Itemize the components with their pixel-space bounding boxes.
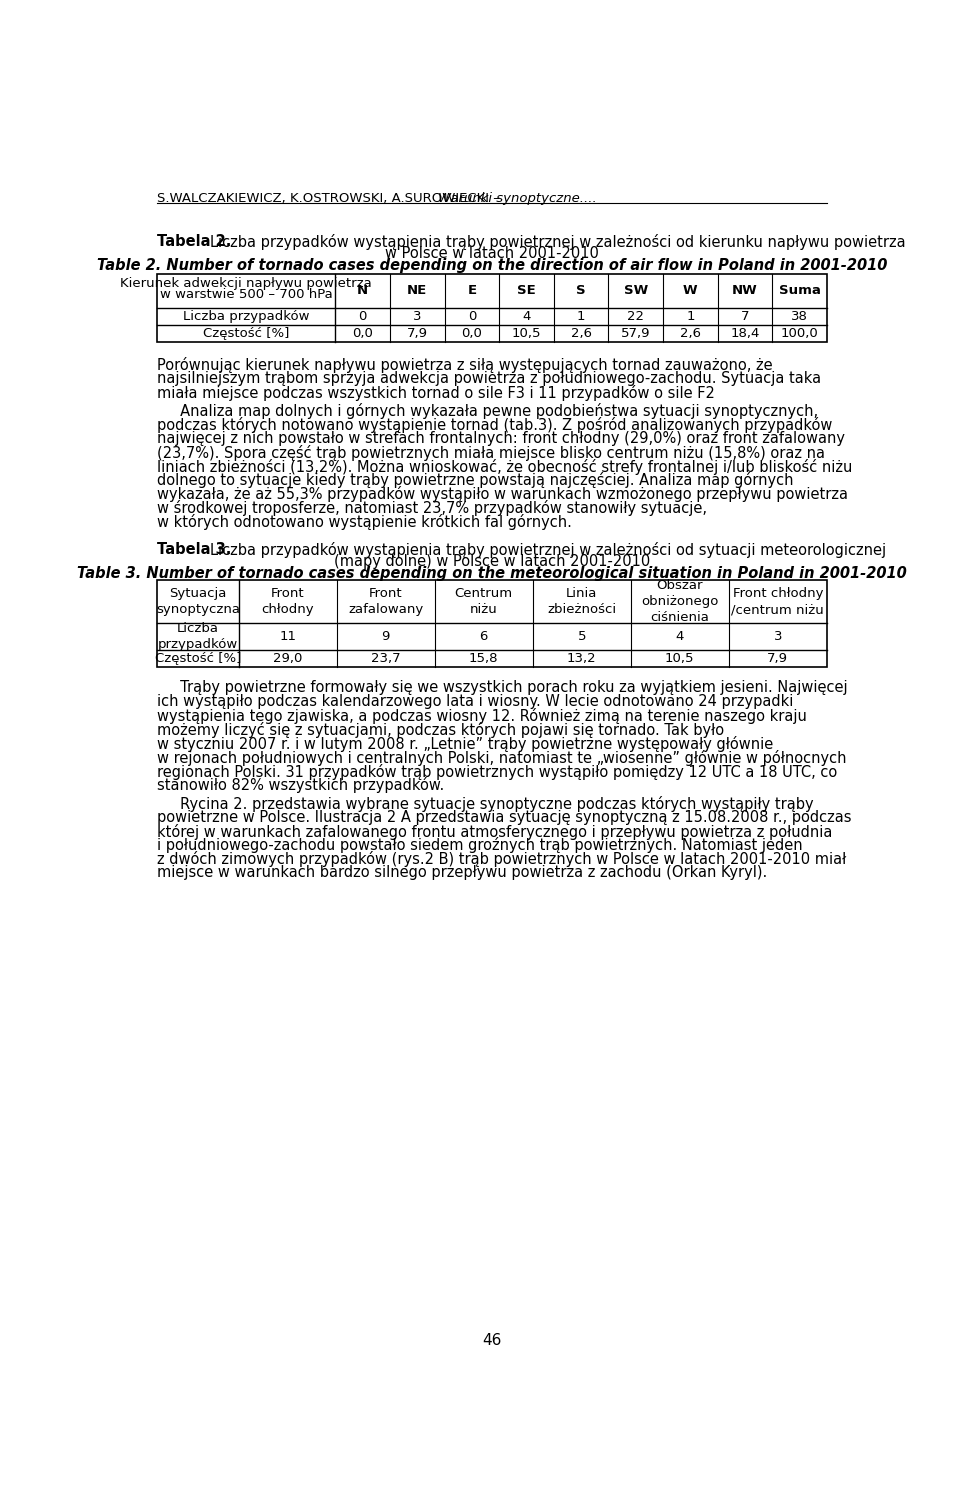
Text: Rycina 2. przedstawia wybrane sytuacje synoptyczne podczas których wystąpiły trą: Rycina 2. przedstawia wybrane sytuacje s… (157, 795, 814, 812)
Text: 7,9: 7,9 (407, 327, 428, 340)
Text: 0,0: 0,0 (462, 327, 482, 340)
Bar (157, 581, 827, 667)
Text: liniach zbieżności (13,2%). Można wnioskować, że obecność strefy frontalnej i/lu: liniach zbieżności (13,2%). Można wniosk… (157, 458, 852, 475)
Text: Tabela 3.: Tabela 3. (157, 541, 231, 556)
Text: (mapy dolne) w Polsce w latach 2001-2010: (mapy dolne) w Polsce w latach 2001-2010 (334, 553, 650, 569)
Text: Suma: Suma (779, 284, 821, 298)
Text: Porównując kierunek napływu powietrza z siłą występujących tornad zauważono, że: Porównując kierunek napływu powietrza z … (157, 357, 773, 373)
Text: 57,9: 57,9 (621, 327, 651, 340)
Text: S: S (576, 284, 586, 298)
Text: (23,7%). Spora część trąb powietrznych miała miejsce blisko centrum niżu (15,8%): (23,7%). Spora część trąb powietrznych m… (157, 445, 826, 461)
Text: dolnego to sytuacje kiedy trąby powietrzne powstają najczęściej. Analiza map gór: dolnego to sytuacje kiedy trąby powietrz… (157, 472, 794, 488)
Text: podczas których notowano wystąpienie tornad (tab.3). Z pośród analizowanych przy: podczas których notowano wystąpienie tor… (157, 417, 832, 432)
Text: 1: 1 (577, 310, 586, 322)
Text: regionach Polski. 31 przypadków trąb powietrznych wystąpiło pomiędzy 12 UTC a 18: regionach Polski. 31 przypadków trąb pow… (157, 764, 837, 780)
Text: Sytuacja
synoptyczna: Sytuacja synoptyczna (156, 587, 240, 617)
Text: Liczba przypadków wystąpienia trąby powietrznej w zależności od sytuacji meteoro: Liczba przypadków wystąpienia trąby powi… (210, 541, 886, 558)
Text: 11: 11 (279, 631, 296, 643)
Text: 5: 5 (578, 631, 586, 643)
Text: miała miejsce podczas wszystkich tornad o sile F3 i 11 przypadków o sile F2: miała miejsce podczas wszystkich tornad … (157, 384, 715, 401)
Text: 0,0: 0,0 (352, 327, 373, 340)
Text: Obszar
obniżonego
ciśnienia: Obszar obniżonego ciśnienia (641, 579, 718, 624)
Text: 0: 0 (358, 310, 367, 322)
Text: 10,5: 10,5 (665, 652, 694, 665)
Text: NE: NE (407, 284, 427, 298)
Text: SE: SE (517, 284, 536, 298)
Text: 2,6: 2,6 (570, 327, 591, 340)
Text: 3: 3 (774, 631, 782, 643)
Text: 13,2: 13,2 (567, 652, 596, 665)
Text: 46: 46 (482, 1332, 502, 1347)
Text: 10,5: 10,5 (512, 327, 541, 340)
Text: w których odnotowano wystąpienie krótkich fal górnych.: w których odnotowano wystąpienie krótkic… (157, 514, 572, 531)
Text: 23,7: 23,7 (371, 652, 400, 665)
Text: 7,9: 7,9 (767, 652, 788, 665)
Text: 38: 38 (791, 310, 808, 322)
Text: 0: 0 (468, 310, 476, 322)
Text: stanowiło 82% wszystkich przypadków.: stanowiło 82% wszystkich przypadków. (157, 777, 444, 794)
Text: w Polsce w latach 2001-2010: w Polsce w latach 2001-2010 (385, 246, 599, 262)
Text: Table 3. Number of tornado cases depending on the meteorological situation in Po: Table 3. Number of tornado cases dependi… (77, 567, 907, 582)
Text: Front
zafalowany: Front zafalowany (348, 587, 423, 617)
Text: Trąby powietrzne formowały się we wszystkich porach roku za wyjątkiem jesieni. N: Trąby powietrzne formowały się we wszyst… (157, 680, 848, 696)
Text: której w warunkach zafalowanego frontu atmosferycznego i przepływu powietrza z p: której w warunkach zafalowanego frontu a… (157, 824, 832, 839)
Text: Kierunek adwekcji napływu powietrza: Kierunek adwekcji napływu powietrza (120, 277, 372, 290)
Text: 4: 4 (522, 310, 531, 322)
Text: Centrum
niżu: Centrum niżu (455, 587, 513, 617)
Text: SW: SW (624, 284, 648, 298)
Text: 29,0: 29,0 (273, 652, 302, 665)
Bar (157, 274, 827, 342)
Text: możemy liczyć się z sytuacjami, podczas których pojawi się tornado. Tak było: możemy liczyć się z sytuacjami, podczas … (157, 723, 725, 738)
Text: E: E (468, 284, 476, 298)
Text: 3: 3 (413, 310, 421, 322)
Text: Front
chłodny: Front chłodny (261, 587, 314, 617)
Text: 1: 1 (686, 310, 695, 322)
Text: N: N (357, 284, 369, 298)
Text: Tabela 2.: Tabela 2. (157, 234, 231, 249)
Text: ich wystąpiło podczas kalendarzowego lata i wiosny. W lecie odnotowano 24 przypa: ich wystąpiło podczas kalendarzowego lat… (157, 694, 794, 709)
Text: Front chłodny
/centrum niżu: Front chłodny /centrum niżu (732, 587, 824, 617)
Text: powietrzne w Polsce. Ilustracja 2 A przedstawia sytuację synoptyczną z 15.08.200: powietrzne w Polsce. Ilustracja 2 A prze… (157, 810, 852, 824)
Text: 2,6: 2,6 (680, 327, 701, 340)
Text: w styczniu 2007 r. i w lutym 2008 r. „Letnie” trąby powietrzne występowały główn: w styczniu 2007 r. i w lutym 2008 r. „Le… (157, 736, 774, 751)
Text: z dwóch zimowych przypadków (rys.2 B) trąb powietrznych w Polsce w latach 2001-2: z dwóch zimowych przypadków (rys.2 B) tr… (157, 851, 847, 868)
Text: Liczba przypadków: Liczba przypadków (183, 310, 309, 322)
Text: miejsce w warunkach bardzo silnego przepływu powietrza z zachodu (Orkan Kyryl).: miejsce w warunkach bardzo silnego przep… (157, 865, 767, 880)
Text: 7: 7 (741, 310, 749, 322)
Text: w rejonach południowych i centralnych Polski, natomiast te „wiosenne” głównie w : w rejonach południowych i centralnych Po… (157, 750, 847, 765)
Text: Częstość [%]: Częstość [%] (204, 327, 290, 340)
Text: Table 2. Number of tornado cases depending on the direction of air flow in Polan: Table 2. Number of tornado cases dependi… (97, 259, 887, 274)
Text: 4: 4 (676, 631, 684, 643)
Text: Warunki synoptyczne....: Warunki synoptyczne.... (438, 192, 596, 206)
Text: Liczba przypadków wystąpienia trąby powietrznej w zależności od kierunku napływu: Liczba przypadków wystąpienia trąby powi… (210, 234, 905, 249)
Text: W: W (683, 284, 698, 298)
Text: 100,0: 100,0 (780, 327, 818, 340)
Text: 6: 6 (479, 631, 488, 643)
Text: w warstwie 500 – 700 hPa: w warstwie 500 – 700 hPa (160, 287, 333, 301)
Text: Linia
zbieżności: Linia zbieżności (547, 587, 616, 617)
Text: i południowego-zachodu powstało siedem groźnych trąb powietrznych. Natomiast jed: i południowego-zachodu powstało siedem g… (157, 838, 803, 853)
Text: najwięcej z nich powstało w strefach frontalnych: front chłodny (29,0%) oraz fro: najwięcej z nich powstało w strefach fro… (157, 431, 845, 446)
Text: Liczba
przypadków: Liczba przypadków (157, 621, 238, 652)
Text: 9: 9 (381, 631, 390, 643)
Text: w środkowej troposferze, natomiast 23,7% przypadków stanowiły sytuacje,: w środkowej troposferze, natomiast 23,7%… (157, 500, 708, 516)
Text: wystąpienia tego zjawiska, a podczas wiosny 12. Również zimą na terenie naszego : wystąpienia tego zjawiska, a podczas wio… (157, 708, 807, 724)
Text: Częstość [%]: Częstość [%] (155, 652, 241, 665)
Text: NW: NW (732, 284, 757, 298)
Text: najsilniejszym trąbom sprzyja adwekcja powietrza z południowego-zachodu. Sytuacj: najsilniejszym trąbom sprzyja adwekcja p… (157, 370, 822, 386)
Text: 15,8: 15,8 (468, 652, 498, 665)
Text: 18,4: 18,4 (731, 327, 759, 340)
Text: Analiza map dolnych i górnych wykazała pewne podobieństwa sytuacji synoptycznych: Analiza map dolnych i górnych wykazała p… (157, 404, 818, 419)
Text: wykazała, że aż 55,3% przypadków wystąpiło w warunkach wzmożonego przepływu powi: wykazała, że aż 55,3% przypadków wystąpi… (157, 487, 849, 502)
Text: 22: 22 (627, 310, 644, 322)
Text: S.WALCZAKIEWICZ, K.OSTROWSKI, A.SUROWIECKI –: S.WALCZAKIEWICZ, K.OSTROWSKI, A.SUROWIEC… (157, 192, 504, 206)
